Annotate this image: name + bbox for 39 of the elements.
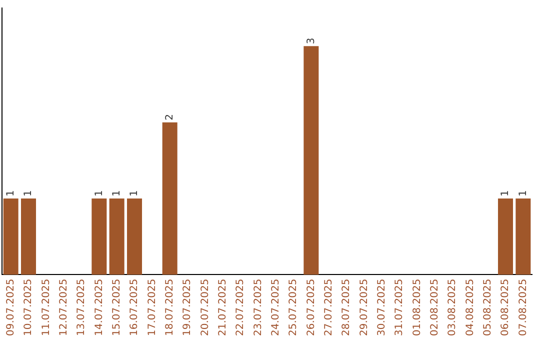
x-tick-label: 07.08.2025 (518, 278, 529, 336)
x-tick-label: 16.07.2025 (129, 278, 140, 336)
x-tick-label: 06.08.2025 (500, 278, 512, 336)
x-tick-label: 27.07.2025 (323, 278, 334, 336)
x-tick-label: 25.07.2025 (288, 278, 300, 336)
x-tick-label: 11.07.2025 (40, 278, 52, 336)
x-tick-label: 23.07.2025 (252, 278, 264, 336)
data-label: 1 (518, 190, 529, 197)
data-label: 1 (94, 190, 105, 197)
x-tick-label: 13.07.2025 (76, 278, 88, 336)
data-label: 1 (23, 190, 34, 197)
x-tick-label: 17.07.2025 (146, 278, 158, 336)
x-tick-label: 31.07.2025 (394, 278, 406, 336)
data-label: 3 (306, 38, 317, 44)
x-tick-label: 26.07.2025 (306, 278, 317, 336)
x-tick-label: 20.07.2025 (200, 278, 211, 336)
x-tick-label: 30.07.2025 (376, 278, 388, 336)
data-label: 2 (164, 114, 176, 120)
data-label: 1 (5, 190, 16, 197)
x-tick-label: 21.07.2025 (217, 278, 228, 336)
x-tick-label: 05.08.2025 (482, 278, 494, 336)
x-tick-label: 18.07.2025 (164, 278, 176, 336)
x-tick-label: 14.07.2025 (94, 278, 105, 336)
x-tick-label: 02.08.2025 (429, 278, 440, 336)
x-tick-label: 29.07.2025 (358, 278, 370, 336)
data-label: 1 (129, 190, 140, 197)
x-tick-label: 03.08.2025 (447, 278, 458, 336)
x-tick-label: 22.07.2025 (235, 278, 246, 336)
data-label: 1 (500, 190, 512, 197)
data-label: 1 (111, 190, 122, 197)
x-tick-label: 01.08.2025 (412, 278, 423, 336)
x-tick-label: 09.07.2025 (5, 278, 16, 336)
x-tick-label: 28.07.2025 (341, 278, 352, 336)
x-tick-label: 04.08.2025 (464, 278, 476, 336)
x-tick-label: 10.07.2025 (23, 278, 34, 336)
x-tick-label: 15.07.2025 (111, 278, 122, 336)
x-tick-label: 19.07.2025 (182, 278, 194, 336)
x-tick-label: 12.07.2025 (58, 278, 70, 336)
x-tick-label: 24.07.2025 (270, 278, 282, 336)
